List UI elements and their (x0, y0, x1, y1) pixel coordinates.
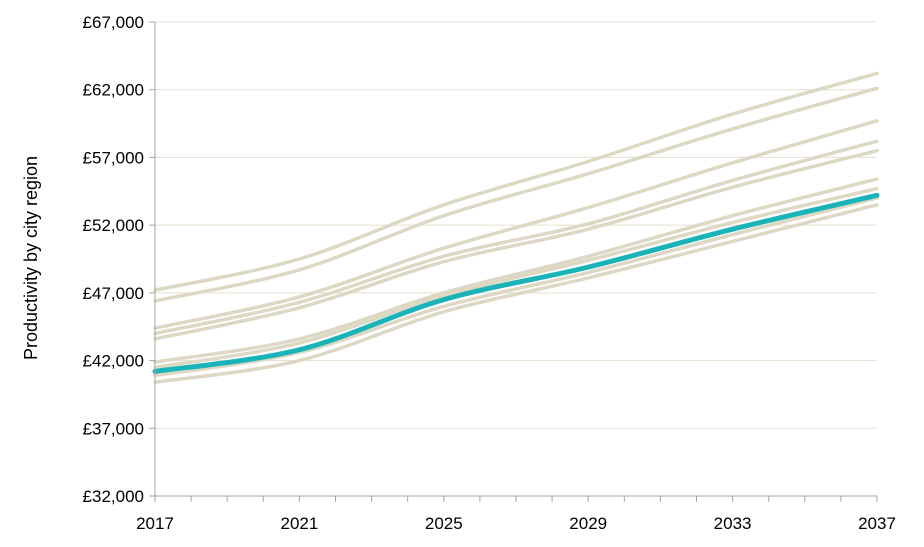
series-line (153, 86, 879, 303)
x-tick-label: 2029 (569, 514, 607, 533)
series-line (153, 196, 879, 378)
x-tick-label: 2017 (136, 514, 174, 533)
x-tick-label: 2025 (425, 514, 463, 533)
x-tick-label: 2037 (858, 514, 896, 533)
y-tick-label: £42,000 (83, 352, 144, 371)
axes (149, 21, 878, 502)
series-line (153, 71, 879, 292)
series-lines (152, 71, 880, 384)
series-line (153, 139, 879, 336)
y-tick-label: £37,000 (83, 419, 144, 438)
series-line (153, 186, 879, 370)
y-tick-label: £67,000 (83, 13, 144, 32)
y-axis-title: Productivity by city region (21, 156, 41, 360)
series-line (153, 148, 879, 341)
y-tick-labels: £32,000 £37,000 £42,000 £47,000 £52,000 £57,0… (83, 13, 144, 506)
series-line (153, 119, 879, 330)
y-tick-label: £52,000 (83, 216, 144, 235)
series-line (153, 203, 879, 384)
x-tick-label: 2021 (280, 514, 318, 533)
x-tick-label: 2033 (714, 514, 752, 533)
x-tick-labels: 2017 2021 2025 2029 2033 2037 (136, 514, 896, 533)
series-line (153, 177, 879, 364)
highlight-series-line (152, 192, 880, 374)
y-tick-label: £32,000 (83, 487, 144, 506)
y-tick-label: £62,000 (83, 81, 144, 100)
y-tick-label: £57,000 (83, 148, 144, 167)
y-tick-label: £47,000 (83, 284, 144, 303)
